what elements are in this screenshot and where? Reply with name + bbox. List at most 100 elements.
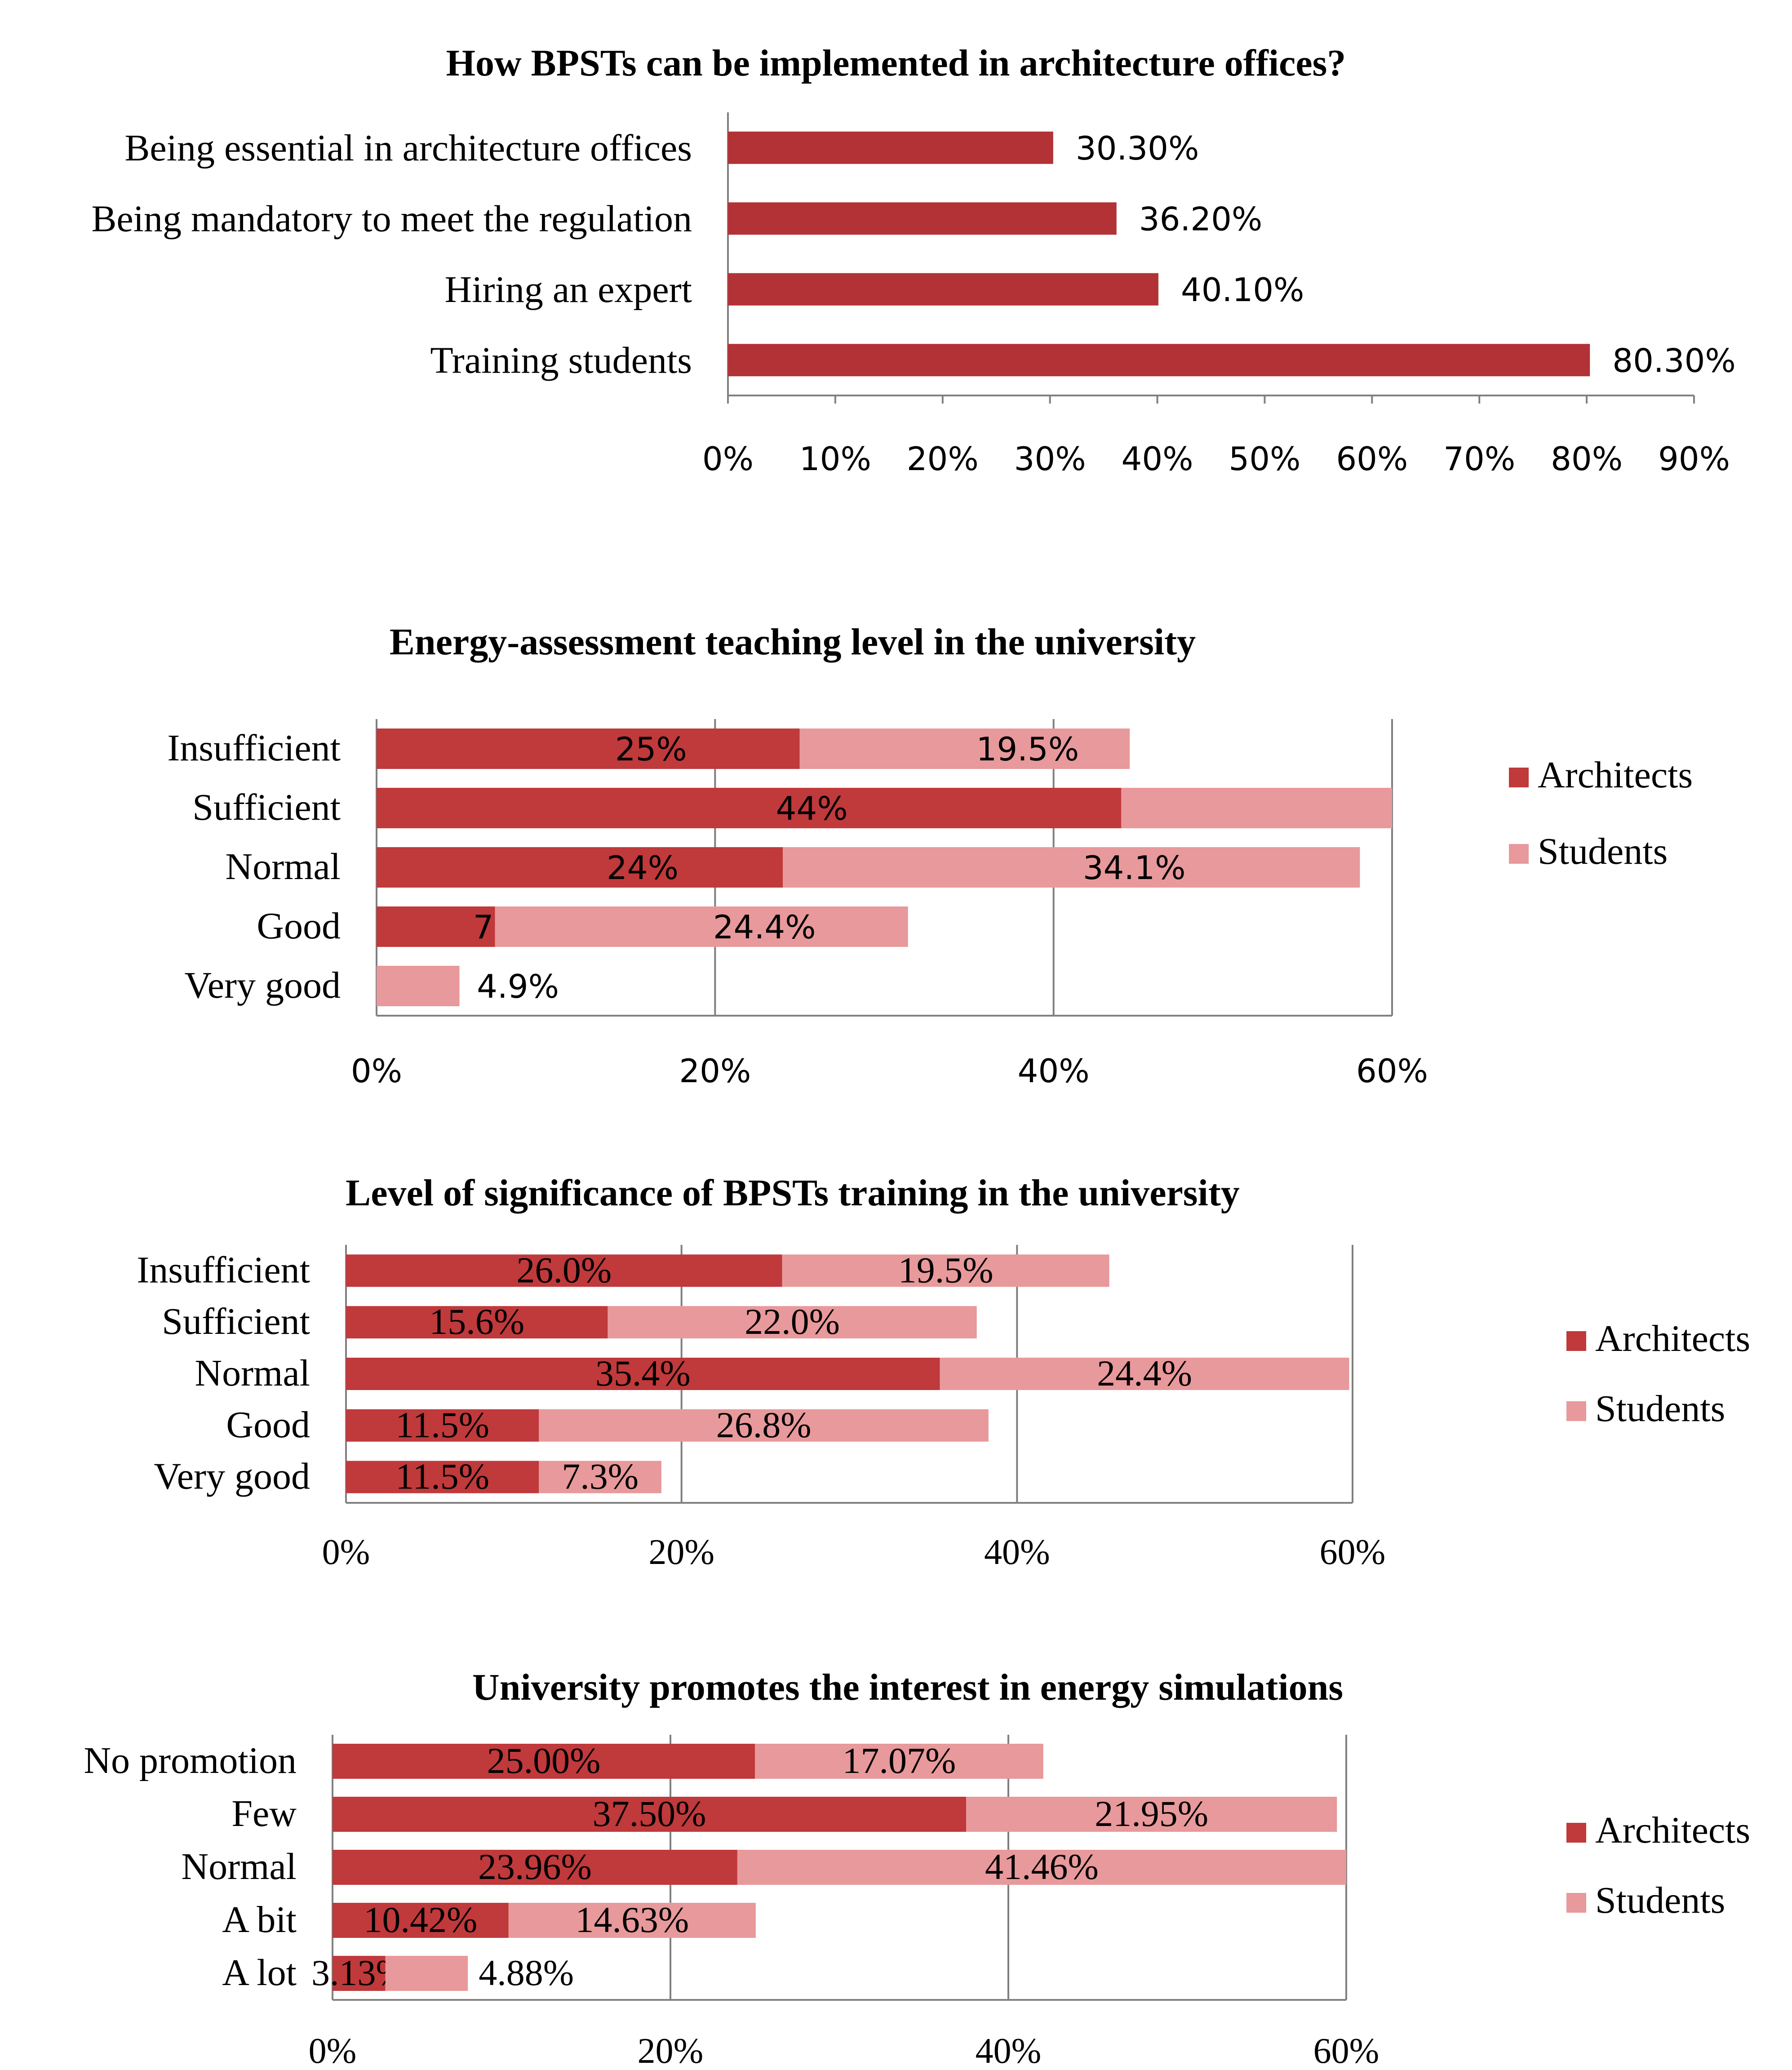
x-tick-label: 60% <box>1336 440 1408 478</box>
bar-segment-architects <box>333 1797 966 1832</box>
bar-segment-students <box>940 1358 1349 1390</box>
bar-data-label: 26.0% <box>516 1249 612 1290</box>
bar-data-label: 25.00% <box>487 1740 601 1781</box>
legend-swatch-students <box>1566 1401 1586 1421</box>
x-tick-label: 0% <box>322 1533 370 1572</box>
x-tick-label: 0% <box>309 2031 357 2070</box>
bar-data-label: 26.8% <box>716 1404 812 1445</box>
x-tick-label: 0% <box>351 1052 402 1090</box>
bar-segment-students <box>1121 788 1392 828</box>
bar-segment-architects <box>333 1956 386 1991</box>
bar-segment-architects <box>346 1358 940 1390</box>
bar-data-label: 25% <box>615 730 687 768</box>
x-tick-label: 50% <box>1229 440 1300 478</box>
bar-data-label: 24.4% <box>713 908 816 946</box>
x-tick-label: 40% <box>976 2031 1042 2070</box>
x-tick-label: 10% <box>799 440 871 478</box>
bar-data-label: 10.42% <box>364 1899 477 1940</box>
category-label: Few <box>231 1793 297 1835</box>
x-tick-label: 20% <box>907 440 979 478</box>
x-tick-label: 20% <box>648 1533 714 1572</box>
bar <box>728 344 1590 377</box>
bar-data-label: 23.96% <box>478 1846 592 1887</box>
x-tick-label: 0% <box>702 440 754 478</box>
legend-label: Architects <box>1595 1809 1750 1851</box>
category-label: No promotion <box>84 1740 297 1781</box>
legend-swatch-architects <box>1509 768 1529 787</box>
bar-segment-students <box>799 728 1130 769</box>
x-tick-label: 80% <box>1551 440 1623 478</box>
category-label: A bit <box>222 1899 297 1941</box>
x-tick-label: 40% <box>1018 1052 1090 1090</box>
category-label: Insufficient <box>167 727 341 769</box>
bar-data-label: 11.5% <box>395 1404 489 1445</box>
chart-title: Level of significance of BPSTs training … <box>346 1172 1240 1214</box>
bar-segment-students <box>608 1306 977 1339</box>
category-label: Normal <box>225 846 341 888</box>
bar-segment-architects <box>346 1254 782 1287</box>
bar-data-label: 41.46% <box>985 1846 1099 1887</box>
bar-segment-students <box>755 1744 1043 1779</box>
x-tick-label: 70% <box>1443 440 1515 478</box>
bar-segment-students <box>737 1850 1346 1885</box>
legend-swatch-architects <box>1566 1331 1586 1351</box>
chart-energy-teaching-level: Energy-assessment teaching level in the … <box>167 621 1693 1090</box>
chart-bpst-implementation: How BPSTs can be implemented in architec… <box>91 42 1735 478</box>
bar-segment-students <box>385 1956 468 1991</box>
bar-data-label: 7.3% <box>562 1456 639 1497</box>
category-label: Being essential in architecture offices <box>124 127 692 169</box>
bar-data-label: 17.07% <box>843 1740 956 1781</box>
bar <box>728 131 1053 164</box>
bar-data-label: 19.5% <box>898 1249 994 1290</box>
category-label: A lot <box>222 1952 297 1994</box>
bar <box>728 202 1117 235</box>
x-tick-label: 40% <box>1122 440 1193 478</box>
bar-segment-students <box>495 906 908 947</box>
category-label: Normal <box>195 1352 310 1394</box>
category-label: Being mandatory to meet the regulation <box>91 198 692 240</box>
x-tick-label: 60% <box>1320 1533 1386 1572</box>
bar-data-label: 22.0% <box>745 1301 840 1342</box>
bar-data-label: 4.88% <box>479 1952 574 1993</box>
chart-title: How BPSTs can be implemented in architec… <box>446 42 1346 84</box>
bar-data-label: 35.4% <box>595 1353 691 1394</box>
bar-data-label: 21.95% <box>1095 1793 1208 1834</box>
bar-segment-students <box>539 1409 989 1442</box>
category-label: Hiring an expert <box>445 269 692 311</box>
bar-segment-architects <box>346 1409 539 1442</box>
bar-segment-architects <box>346 1306 608 1339</box>
bar-data-label: 37.50% <box>593 1793 706 1834</box>
legend-label: Students <box>1595 1388 1725 1430</box>
bar-value-label: 40.10% <box>1181 271 1304 309</box>
x-tick-label: 20% <box>638 2031 704 2070</box>
x-tick-label: 40% <box>984 1533 1050 1572</box>
x-tick-label: 30% <box>1014 440 1086 478</box>
x-tick-label: 60% <box>1356 1052 1428 1090</box>
bar-segment-architects <box>346 1461 539 1493</box>
category-label: Insufficient <box>137 1249 310 1291</box>
bar-segment-architects <box>333 1744 755 1779</box>
bar-segment-architects <box>377 906 495 947</box>
legend-label: Students <box>1538 831 1668 872</box>
bar-data-label: 24% <box>607 849 679 887</box>
bar-segment-architects <box>333 1903 509 1938</box>
category-label: Very good <box>184 964 341 1006</box>
category-label: Good <box>226 1404 310 1446</box>
bar <box>728 273 1158 306</box>
category-label: Good <box>257 905 341 947</box>
bar-data-label: 19.5% <box>976 730 1079 768</box>
bar-value-label: 80.30% <box>1612 342 1736 379</box>
chart-bpst-training-significance: Level of significance of BPSTs training … <box>137 1172 1750 1572</box>
bar-data-label: 4.9% <box>477 968 559 1005</box>
bar-value-label: 36.20% <box>1139 200 1263 238</box>
legend-label: Students <box>1595 1879 1725 1921</box>
bar-segment-students <box>377 966 460 1006</box>
bar-data-label: 15.6% <box>429 1301 524 1342</box>
bar-data-label: 44% <box>776 790 848 827</box>
bar-data-label: 24.4% <box>1097 1353 1192 1394</box>
bar-segment-students <box>782 1254 1109 1287</box>
category-label: Sufficient <box>192 786 341 828</box>
category-label: Sufficient <box>162 1301 310 1342</box>
bar-segment-architects <box>377 728 800 769</box>
